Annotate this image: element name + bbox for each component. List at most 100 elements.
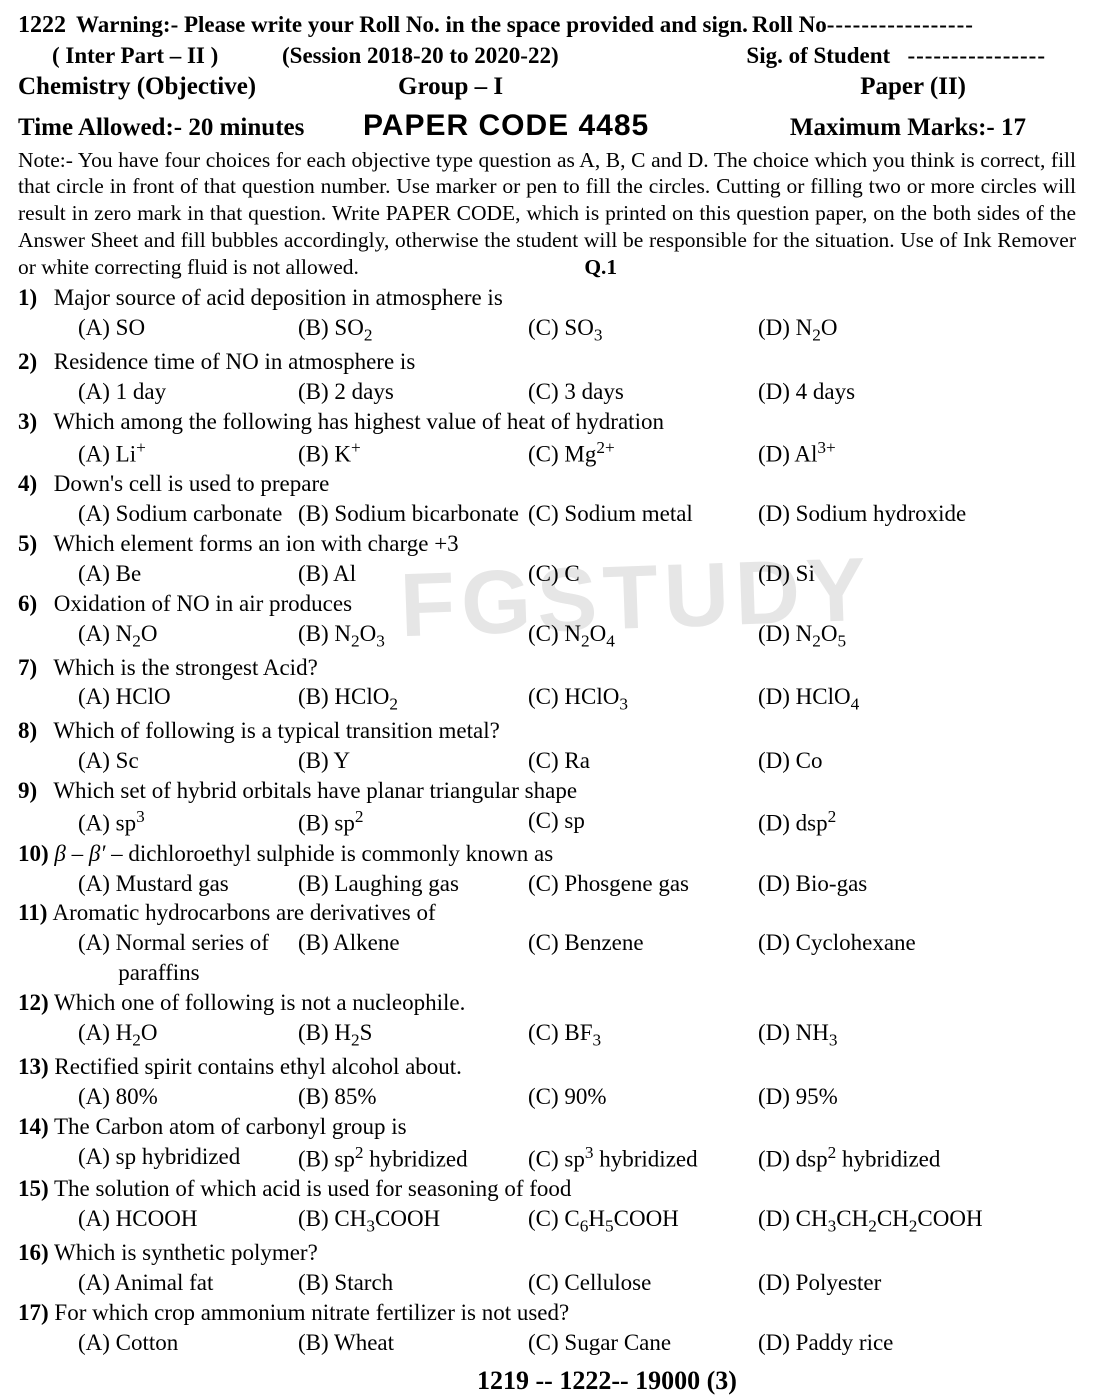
questions-list: 1) Major source of acid deposition in at… (18, 283, 1076, 1358)
option-d: (D) Co (758, 746, 1076, 776)
question-text: 17) For which crop ammonium nitrate fert… (18, 1298, 1076, 1328)
question: 1) Major source of acid deposition in at… (18, 283, 1076, 347)
option-b: (B) H2S (298, 1018, 528, 1052)
max-marks: Maximum Marks:- 17 (790, 112, 1026, 145)
option-c: (C) 90% (528, 1082, 758, 1112)
question-text: 12) Which one of following is not a nucl… (18, 988, 1076, 1018)
options-row: (A) SO(B) SO2(C) SO3(D) N2O (18, 313, 1076, 347)
option-b: (B) HClO2 (298, 682, 528, 716)
question-number: 3) (18, 407, 48, 437)
option-c: (C) 3 days (528, 377, 758, 407)
question-number: 2) (18, 347, 48, 377)
option-a: (A) N2O (78, 619, 298, 653)
exam-paper-page: FGSTUDY 1222 Warning:- Please write your… (0, 0, 1094, 1350)
option-c: (C) Mg2+ (528, 437, 758, 470)
question-number: 5) (18, 529, 48, 559)
question-number: 1) (18, 283, 48, 313)
question: 9) Which set of hybrid orbitals have pla… (18, 776, 1076, 838)
option-b: (B) Wheat (298, 1328, 528, 1358)
sig-of-student: Sig. of Student ---------------- (746, 41, 1046, 71)
option-a: (A) Normal series of paraffins (78, 928, 298, 988)
option-a: (A) Cotton (78, 1328, 298, 1358)
options-row: (A) sp3(B) sp2(C) sp(D) dsp2 (18, 806, 1076, 839)
question-text: 14) The Carbon atom of carbonyl group is (18, 1112, 1076, 1142)
option-a: (A) sp3 (78, 806, 298, 839)
option-d: (D) NH3 (758, 1018, 1076, 1052)
inter-part: ( Inter Part – II ) (52, 41, 282, 71)
option-c: (C) HClO3 (528, 682, 758, 716)
option-c: (C) sp (528, 806, 758, 839)
options-row: (A) Animal fat(B) Starch(C) Cellulose(D)… (18, 1268, 1076, 1298)
sig-dashes: ---------------- (907, 43, 1046, 68)
option-b: (B) K+ (298, 437, 528, 470)
question-text: 8) Which of following is a typical trans… (18, 716, 1076, 746)
option-d: (D) 95% (758, 1082, 1076, 1112)
option-d: (D) CH3CH2CH2COOH (758, 1204, 1076, 1238)
option-d: (D) dsp2 (758, 806, 1076, 839)
question-number: 12) (18, 988, 49, 1018)
option-a: (A) 1 day (78, 377, 298, 407)
roll-no-dashes: ----------------- (827, 12, 974, 37)
header-row-4: Time Allowed:- 20 minutes PAPER CODE 448… (18, 106, 1076, 145)
options-row: (A) Sc(B) Y(C) Ra(D) Co (18, 746, 1076, 776)
subject: Chemistry (Objective) (18, 71, 398, 104)
sig-label: Sig. of Student (746, 43, 890, 68)
option-c: (C) BF3 (528, 1018, 758, 1052)
option-b: (B) sp2 hybridized (298, 1142, 528, 1175)
option-a: (A) Mustard gas (78, 869, 298, 899)
options-row: (A) Be(B) Al(C) C(D) Si (18, 559, 1076, 589)
question-number: 17) (18, 1298, 49, 1328)
options-row: (A) Cotton(B) Wheat(C) Sugar Cane(D) Pad… (18, 1328, 1076, 1358)
option-d: (D) N2O5 (758, 619, 1076, 653)
option-a: (A) sp hybridized (78, 1142, 298, 1175)
option-c: (C) N2O4 (528, 619, 758, 653)
group: Group – I (398, 71, 648, 104)
option-a: (A) Sc (78, 746, 298, 776)
question: 16) Which is synthetic polymer?(A) Anima… (18, 1238, 1076, 1298)
options-row: (A) Sodium carbonate(B) Sodium bicarbona… (18, 499, 1076, 529)
option-a: (A) SO (78, 313, 298, 347)
option-b: (B) Alkene (298, 928, 528, 988)
question: 12) Which one of following is not a nucl… (18, 988, 1076, 1052)
option-c: (C) Ra (528, 746, 758, 776)
paper-code: PAPER CODE 4485 (363, 106, 649, 145)
header-row-1: 1222 Warning:- Please write your Roll No… (18, 10, 1076, 41)
option-b: (B) Laughing gas (298, 869, 528, 899)
option-d: (D) Si (758, 559, 1076, 589)
option-c: (C) Benzene (528, 928, 758, 988)
question-text: 13) Rectified spirit contains ethyl alco… (18, 1052, 1076, 1082)
option-c: (C) sp3 hybridized (528, 1142, 758, 1175)
option-a: (A) HCOOH (78, 1204, 298, 1238)
options-row: (A) Li+(B) K+(C) Mg2+(D) Al3+ (18, 437, 1076, 470)
header-row-2: ( Inter Part – II ) (Session 2018-20 to … (18, 41, 1076, 71)
option-a: (A) Be (78, 559, 298, 589)
note-text: Note:- You have four choices for each ob… (18, 148, 1076, 280)
option-a: (A) 80% (78, 1082, 298, 1112)
option-c: (C) Sugar Cane (528, 1328, 758, 1358)
option-c: (C) C6H5COOH (528, 1204, 758, 1238)
question-text: 9) Which set of hybrid orbitals have pla… (18, 776, 1076, 806)
question-text: 7) Which is the strongest Acid? (18, 653, 1076, 683)
question: 10) β – β′ – dichloroethyl sulphide is c… (18, 839, 1076, 899)
question-number: 11) (18, 898, 48, 928)
option-a: (A) HClO (78, 682, 298, 716)
roll-no-label: Roll No----------------- (752, 10, 974, 40)
note-block: Note:- You have four choices for each ob… (18, 147, 1076, 281)
question-number: 13) (18, 1052, 49, 1082)
question-number: 9) (18, 776, 48, 806)
time-allowed: Time Allowed:- 20 minutes (18, 112, 363, 145)
option-b: (B) 2 days (298, 377, 528, 407)
option-d: (D) 4 days (758, 377, 1076, 407)
question: 7) Which is the strongest Acid?(A) HClO(… (18, 653, 1076, 717)
option-b: (B) Al (298, 559, 528, 589)
option-b: (B) sp2 (298, 806, 528, 839)
question-text: 6) Oxidation of NO in air produces (18, 589, 1076, 619)
option-c: (C) Phosgene gas (528, 869, 758, 899)
question: 3) Which among the following has highest… (18, 407, 1076, 469)
option-d: (D) N2O (758, 313, 1076, 347)
question: 11) Aromatic hydrocarbons are derivative… (18, 898, 1076, 988)
content: 1222 Warning:- Please write your Roll No… (18, 10, 1076, 1398)
question: 17) For which crop ammonium nitrate fert… (18, 1298, 1076, 1358)
option-d: (D) Al3+ (758, 437, 1076, 470)
option-b: (B) Y (298, 746, 528, 776)
